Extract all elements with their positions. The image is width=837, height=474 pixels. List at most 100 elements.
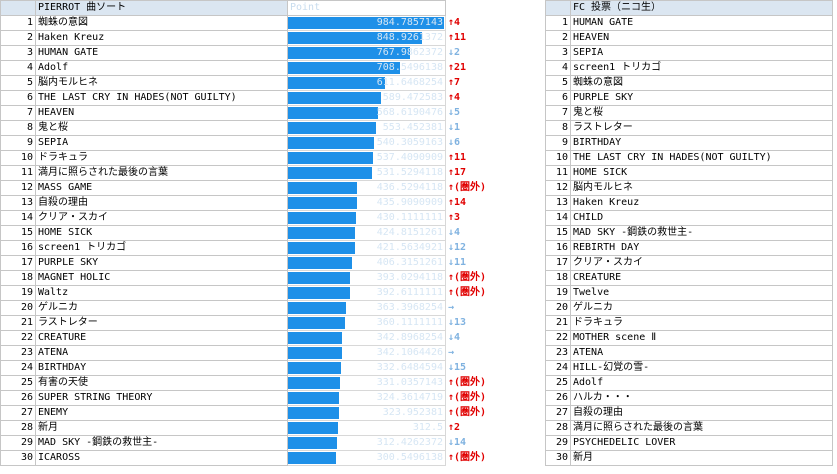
rank-cell[interactable]: 5	[545, 75, 571, 91]
song-cell[interactable]: CREATURE	[35, 330, 288, 346]
song-cell[interactable]: HILL-幻覚の雪-	[570, 360, 833, 376]
rank-cell[interactable]: 2	[545, 30, 571, 46]
song-cell[interactable]: HEAVEN	[570, 30, 833, 46]
rank-cell[interactable]: 28	[545, 420, 571, 436]
song-cell[interactable]: HEAVEN	[35, 105, 288, 121]
rank-cell[interactable]: 27	[0, 405, 36, 421]
rank-cell[interactable]: 4	[545, 60, 571, 76]
song-cell[interactable]: Twelve	[570, 285, 833, 301]
rank-change[interactable]: ↑(圏外)	[448, 182, 487, 193]
song-cell[interactable]: Haken Kreuz	[35, 30, 288, 46]
rank-change[interactable]: ↓2	[448, 47, 461, 58]
song-cell[interactable]: 有害の天使	[35, 375, 288, 391]
point-cell[interactable]: 436.5294118	[287, 180, 446, 196]
rank-cell[interactable]: 18	[0, 270, 36, 286]
song-cell[interactable]: 蜘蛛の意図	[570, 75, 833, 91]
song-cell[interactable]: 満月に照らされた最後の言葉	[570, 420, 833, 436]
rank-change[interactable]: ↑11	[448, 152, 467, 163]
song-cell[interactable]: 蜘蛛の意図	[35, 15, 288, 31]
rank-cell[interactable]: 8	[0, 120, 36, 136]
rank-change[interactable]: ↑(圏外)	[448, 407, 487, 418]
point-cell[interactable]: 392.6111111	[287, 285, 446, 301]
song-cell[interactable]: ENEMY	[35, 405, 288, 421]
song-cell[interactable]: 鬼と桜	[35, 120, 288, 136]
rank-change[interactable]: ↑11	[448, 32, 467, 43]
rank-cell[interactable]: 12	[545, 180, 571, 196]
change-header-cell[interactable]	[446, 1, 506, 16]
rank-cell[interactable]: 2	[0, 30, 36, 46]
rank-cell[interactable]: 3	[0, 45, 36, 61]
left-title[interactable]: PIERROT 曲ソート	[35, 0, 288, 16]
point-cell[interactable]: 589.472583	[287, 90, 446, 106]
rank-cell[interactable]: 22	[545, 330, 571, 346]
rank-cell[interactable]: 7	[0, 105, 36, 121]
rank-cell[interactable]: 25	[545, 375, 571, 391]
song-cell[interactable]: Adolf	[570, 375, 833, 391]
rank-cell[interactable]: 6	[0, 90, 36, 106]
rank-cell[interactable]: 19	[0, 285, 36, 301]
rank-change[interactable]: ↓5	[448, 107, 461, 118]
point-header[interactable]: Point	[287, 0, 446, 16]
rank-cell[interactable]: 15	[0, 225, 36, 241]
rank-cell[interactable]: 13	[0, 195, 36, 211]
song-cell[interactable]: 脳内モルヒネ	[35, 75, 288, 91]
song-cell[interactable]: 鬼と桜	[570, 105, 833, 121]
song-cell[interactable]: HOME SICK	[570, 165, 833, 181]
song-cell[interactable]: BIRTHDAY	[35, 360, 288, 376]
rank-cell[interactable]: 21	[545, 315, 571, 331]
rank-change[interactable]: ↑(圏外)	[448, 272, 487, 283]
rank-change[interactable]: ↑4	[448, 17, 461, 28]
song-cell[interactable]: HUMAN GATE	[570, 15, 833, 31]
rank-cell[interactable]: 15	[545, 225, 571, 241]
rank-cell[interactable]: 8	[545, 120, 571, 136]
song-cell[interactable]: ラストレター	[570, 120, 833, 136]
song-cell[interactable]: PSYCHEDELIC LOVER	[570, 435, 833, 451]
song-cell[interactable]: PURPLE SKY	[570, 90, 833, 106]
rank-cell[interactable]: 5	[0, 75, 36, 91]
rank-change[interactable]: ↓14	[448, 437, 467, 448]
song-cell[interactable]: screen1 トリカゴ	[35, 240, 288, 256]
song-cell[interactable]: ICAROSS	[35, 450, 288, 466]
point-cell[interactable]: 553.452381	[287, 120, 446, 136]
rank-cell[interactable]: 10	[545, 150, 571, 166]
song-cell[interactable]: ドラキュラ	[570, 315, 833, 331]
song-cell[interactable]: Waltz	[35, 285, 288, 301]
rank-cell[interactable]: 24	[0, 360, 36, 376]
song-cell[interactable]: ATENA	[570, 345, 833, 361]
point-cell[interactable]: 984.7857143	[287, 15, 446, 31]
rank-change[interactable]: ↑14	[448, 197, 467, 208]
rank-cell[interactable]: 28	[0, 420, 36, 436]
song-cell[interactable]: Haken Kreuz	[570, 195, 833, 211]
rank-cell[interactable]: 12	[0, 180, 36, 196]
rank-change[interactable]: ↑4	[448, 92, 461, 103]
rank-change[interactable]: ↑7	[448, 77, 461, 88]
rank-cell[interactable]: 21	[0, 315, 36, 331]
rank-cell[interactable]: 1	[0, 15, 36, 31]
rank-cell[interactable]: 23	[0, 345, 36, 361]
rank-change[interactable]: ↑(圏外)	[448, 452, 487, 463]
rank-change[interactable]: ↓12	[448, 242, 467, 253]
point-cell[interactable]: 300.5496138	[287, 450, 446, 466]
song-cell[interactable]: SUPER STRING THEORY	[35, 390, 288, 406]
rank-cell[interactable]: 23	[545, 345, 571, 361]
rank-change[interactable]: ↓4	[448, 332, 461, 343]
song-cell[interactable]: クリア・スカイ	[35, 210, 288, 226]
song-cell[interactable]: THE LAST CRY IN HADES(NOT GUILTY)	[35, 90, 288, 106]
rank-cell[interactable]: 26	[0, 390, 36, 406]
point-cell[interactable]: 393.0294118	[287, 270, 446, 286]
point-cell[interactable]: 312.5	[287, 420, 446, 436]
point-cell[interactable]: 767.9862372	[287, 45, 446, 61]
song-cell[interactable]: MAGNET HOLIC	[35, 270, 288, 286]
rank-cell[interactable]: 9	[0, 135, 36, 151]
song-cell[interactable]: HUMAN GATE	[35, 45, 288, 61]
point-cell[interactable]: 424.8151261	[287, 225, 446, 241]
rank-cell[interactable]: 14	[0, 210, 36, 226]
rank-cell[interactable]: 18	[545, 270, 571, 286]
song-cell[interactable]: 自殺の理由	[35, 195, 288, 211]
rank-cell[interactable]: 17	[0, 255, 36, 271]
song-cell[interactable]: 脳内モルヒネ	[570, 180, 833, 196]
rank-cell[interactable]: 22	[0, 330, 36, 346]
rank-cell[interactable]: 19	[545, 285, 571, 301]
rank-cell[interactable]: 20	[0, 300, 36, 316]
point-cell[interactable]: 360.1111111	[287, 315, 446, 331]
